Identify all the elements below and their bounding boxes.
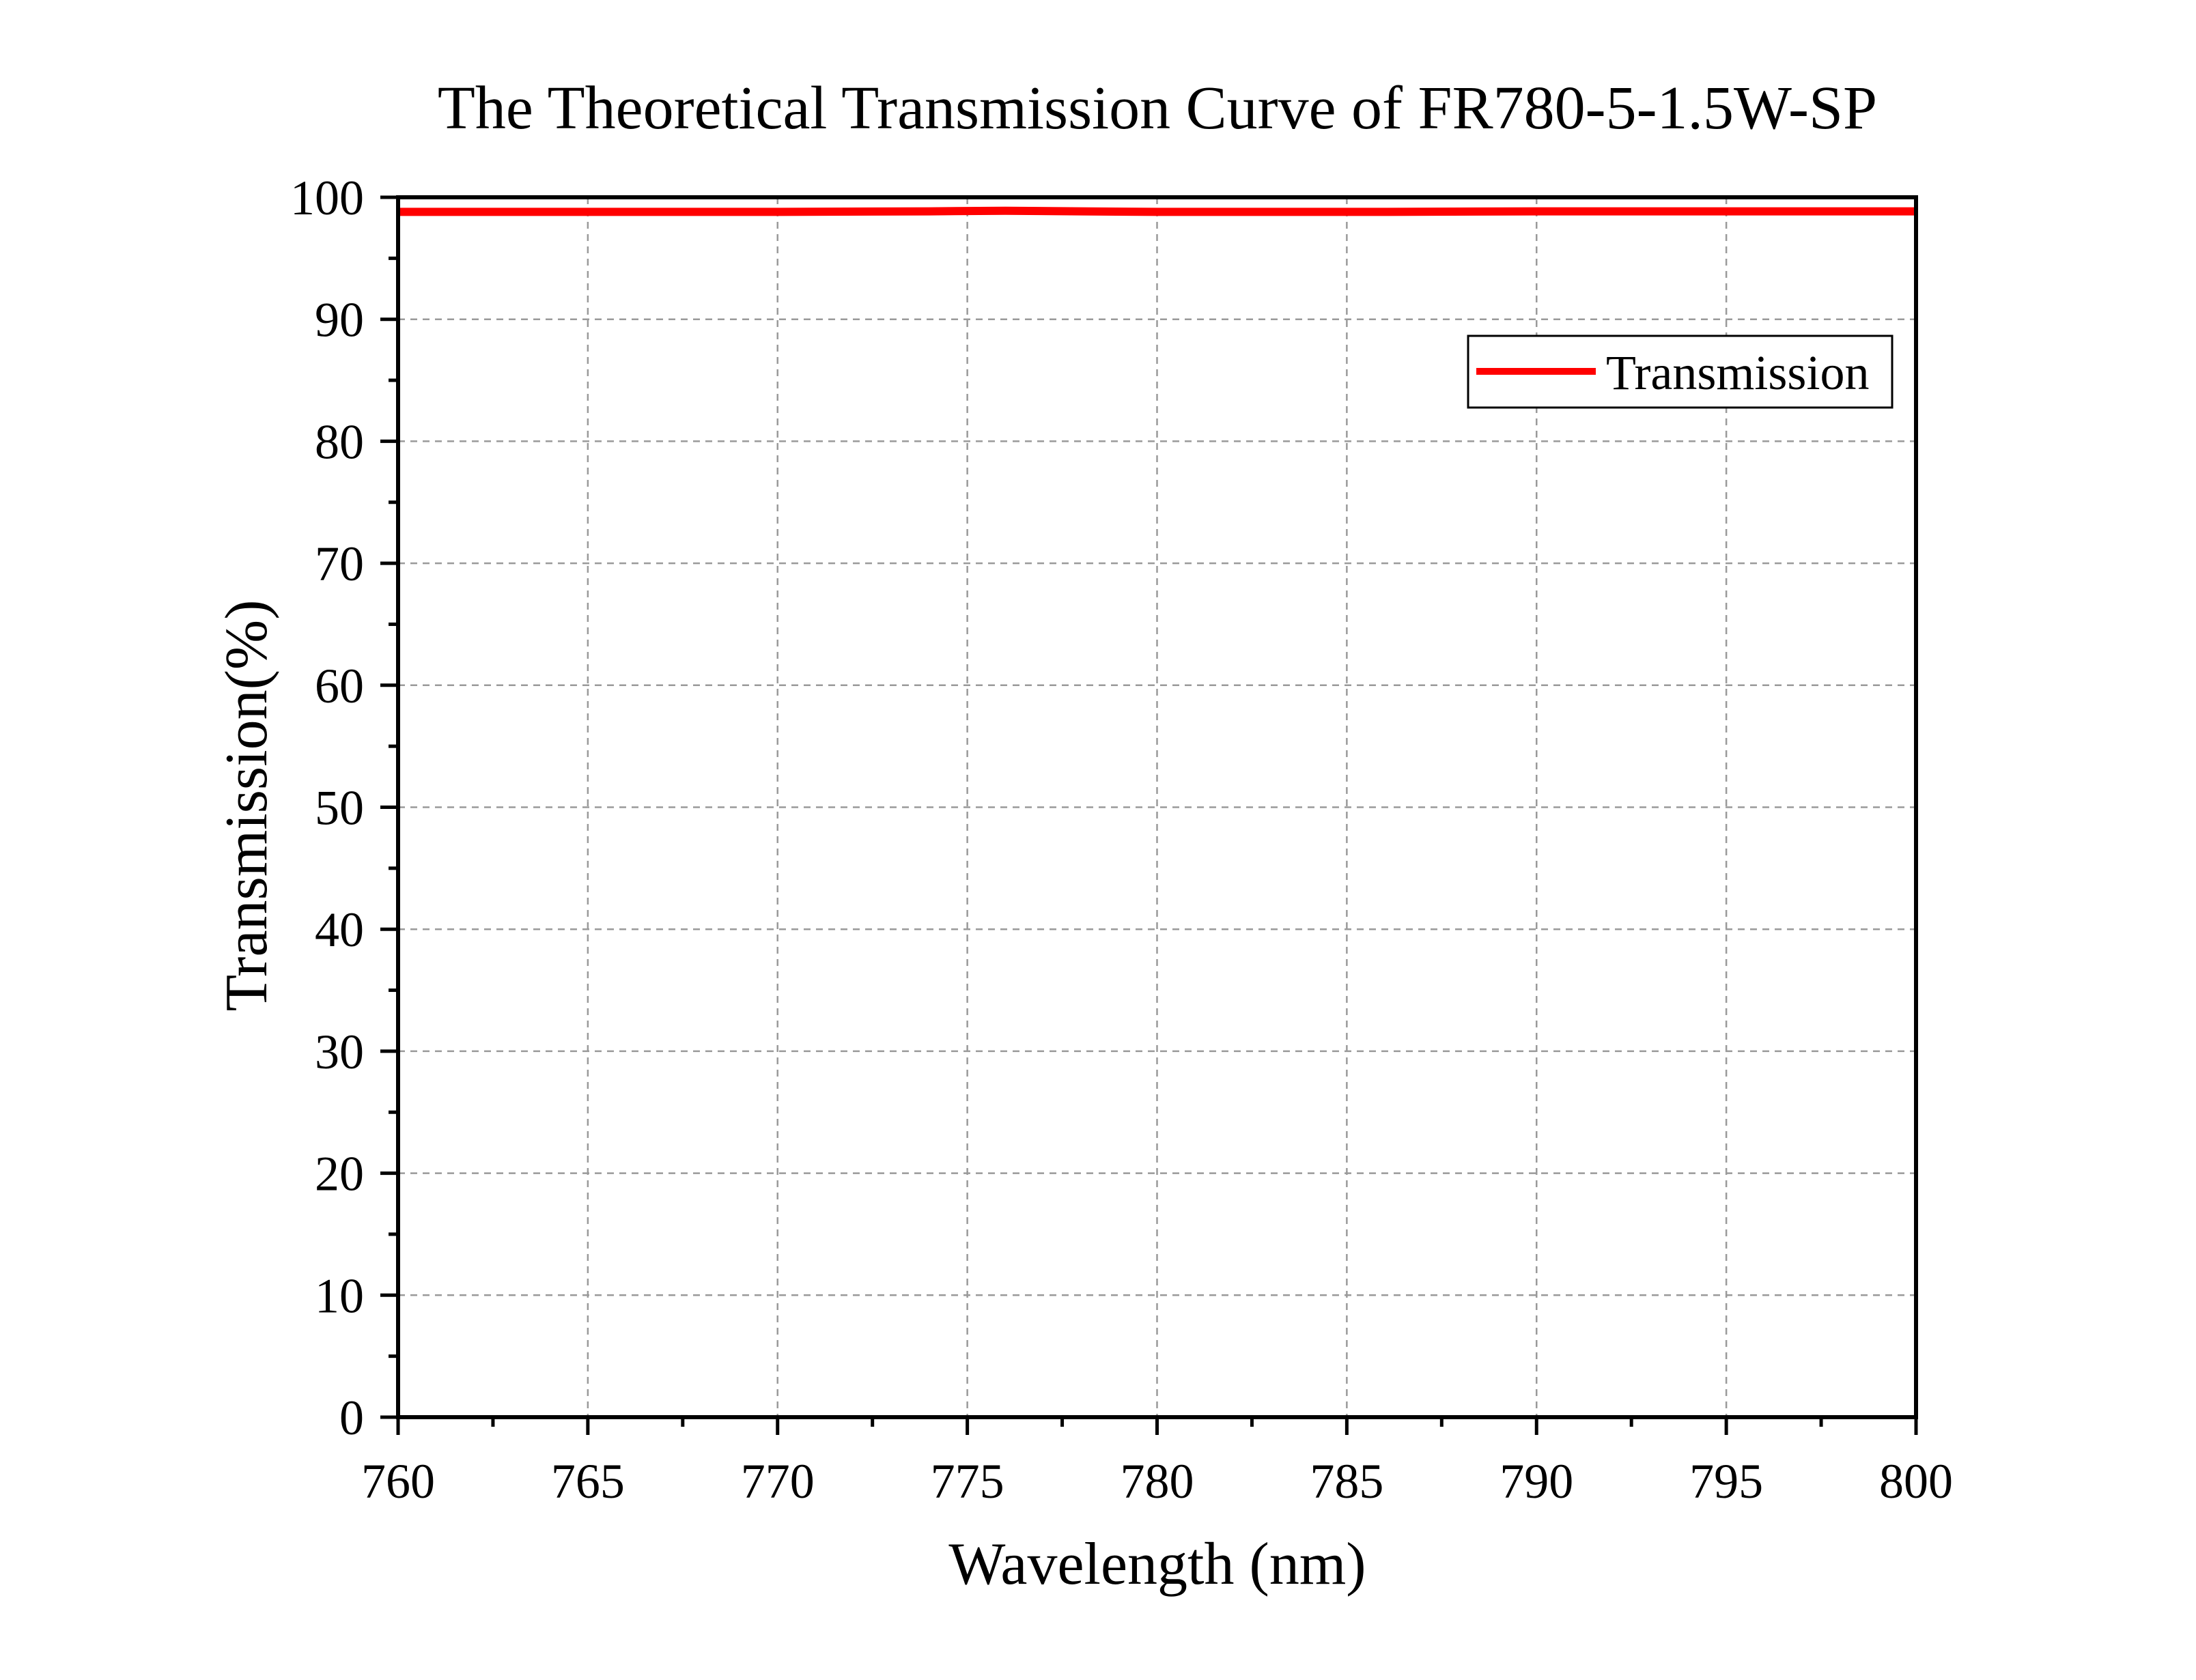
legend-label-transmission: Transmission xyxy=(1606,345,1869,400)
x-tick-label-775: 775 xyxy=(931,1454,1004,1509)
y-tick-label-90: 90 xyxy=(315,293,364,347)
legend: Transmission xyxy=(1467,334,1894,409)
x-tick-label-770: 770 xyxy=(741,1454,815,1509)
y-tick-label-10: 10 xyxy=(315,1268,364,1323)
y-axis-label: Transmission(%) xyxy=(214,599,280,1011)
y-axis-tick-labels: 0 10 20 30 40 50 60 70 80 90 100 xyxy=(290,171,364,1445)
x-tick-label-780: 780 xyxy=(1121,1454,1194,1509)
x-tick-label-800: 800 xyxy=(1879,1454,1953,1509)
axis-ticks xyxy=(380,195,1918,1435)
x-tick-label-760: 760 xyxy=(361,1454,435,1509)
series-layer xyxy=(398,206,1916,216)
y-tick-label-20: 20 xyxy=(315,1147,364,1201)
y-tick-label-0: 0 xyxy=(339,1391,364,1445)
x-axis-tick-labels: 760 765 770 775 780 785 790 795 800 xyxy=(361,1454,1953,1509)
chart-title: The Theoretical Transmission Curve of FR… xyxy=(438,74,1877,142)
y-tick-label-70: 70 xyxy=(315,537,364,591)
series-line-transmission xyxy=(398,206,1916,216)
y-tick-label-100: 100 xyxy=(290,171,364,225)
y-tick-label-30: 30 xyxy=(315,1025,364,1079)
x-tick-label-790: 790 xyxy=(1500,1454,1573,1509)
y-tick-label-50: 50 xyxy=(315,781,364,836)
y-tick-label-40: 40 xyxy=(315,902,364,957)
y-tick-label-80: 80 xyxy=(315,414,364,469)
x-axis-label: Wavelength (nm) xyxy=(948,1531,1366,1597)
y-tick-label-60: 60 xyxy=(315,659,364,713)
x-tick-label-785: 785 xyxy=(1310,1454,1383,1509)
x-tick-label-765: 765 xyxy=(551,1454,625,1509)
x-tick-label-795: 795 xyxy=(1689,1454,1763,1509)
